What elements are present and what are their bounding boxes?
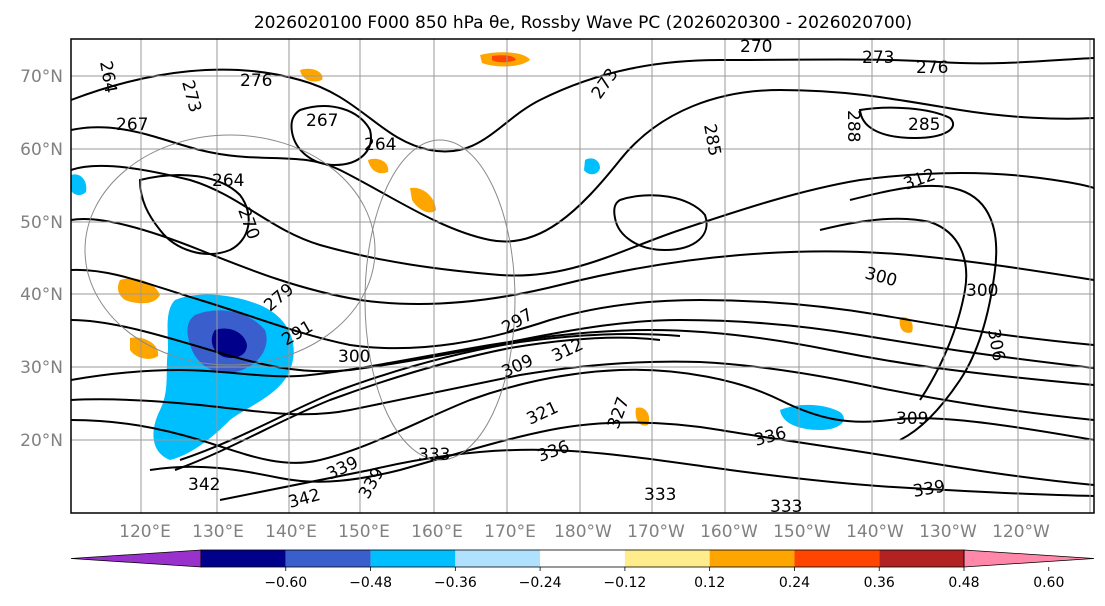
colorbar-segment <box>879 550 964 567</box>
colorbar-label: 0.24 <box>779 575 810 591</box>
contour-label: 267 <box>116 115 148 135</box>
positive-anomaly-bering <box>410 187 436 213</box>
longitude-label: 150°W <box>773 522 831 542</box>
colorbar-label: −0.48 <box>349 575 392 591</box>
colorbar-segment <box>794 550 880 567</box>
contour-label: 270 <box>740 37 772 57</box>
longitude-label: 140°W <box>846 522 904 542</box>
negative-anomaly-west <box>71 174 87 196</box>
contour-label: 276 <box>240 71 272 91</box>
colorbar-extend-high <box>963 549 1095 568</box>
lat-lon-grid <box>71 39 1094 513</box>
colorbar: −0.60 −0.48 −0.36 −0.24 −0.12 0.12 0.24 0.36 0.4… <box>70 549 1095 591</box>
negative-anomaly-gulf <box>584 158 600 175</box>
latitude-label: 20°N <box>20 431 63 451</box>
contour-label: 273 <box>862 48 894 68</box>
longitude-label: 170°W <box>627 522 685 542</box>
contour-label: 300 <box>338 347 370 367</box>
contour-label: 309 <box>896 409 928 429</box>
contour-label: 333 <box>644 485 676 505</box>
longitude-label: 150°E <box>338 522 390 542</box>
colorbar-segment <box>370 550 456 567</box>
positive-anomaly-okhotsk <box>368 158 389 174</box>
latitude-label: 40°N <box>20 285 63 305</box>
anomaly-shading <box>71 52 913 460</box>
map-frame <box>70 38 1095 514</box>
map-title: 2026020100 F000 850 hPa θe, Rossby Wave … <box>254 13 912 33</box>
contour-label: 285 <box>908 115 940 135</box>
region-outlines <box>84 134 516 461</box>
longitude-label: 160°E <box>411 522 463 542</box>
positive-anomaly-north-core <box>492 55 516 63</box>
longitude-label: 120°W <box>992 522 1050 542</box>
latitude-label: 70°N <box>20 67 63 87</box>
positive-anomaly-siberia <box>300 68 323 82</box>
colorbar-label: 0.60 <box>1033 575 1064 591</box>
colorbar-segment <box>709 550 795 567</box>
colorbar-label: 0.36 <box>864 575 895 591</box>
latitude-labels: 70°N 60°N 50°N 40°N 30°N 20°N <box>20 67 63 451</box>
longitude-label: 160°W <box>700 522 758 542</box>
latitude-label: 30°N <box>20 358 63 378</box>
longitude-label: 170°E <box>484 522 536 542</box>
colorbar-label: −0.60 <box>264 575 307 591</box>
longitude-label: 130°W <box>919 522 977 542</box>
colorbar-segment <box>624 550 710 567</box>
contour-label: 264 <box>212 171 244 191</box>
colorbar-segment <box>455 550 541 567</box>
contour-label: 342 <box>188 475 220 495</box>
map-panel: 264 273 276 267 267 264 264 270 270 273 … <box>70 37 1095 517</box>
longitude-labels: 120°E 130°E 140°E 150°E 160°E 170°E 180°… <box>119 522 1050 542</box>
colorbar-label: 0.12 <box>694 575 725 591</box>
longitude-label: 180°W <box>554 522 612 542</box>
colorbar-label: −0.36 <box>434 575 477 591</box>
negative-anomaly-east-asia-inner <box>211 328 247 358</box>
contour-label: 333 <box>770 497 802 517</box>
colorbar-outline <box>200 549 965 568</box>
latitude-label: 60°N <box>20 140 63 160</box>
negative-anomaly-pacific-east <box>780 404 844 430</box>
theta-e-contours <box>70 57 1095 501</box>
colorbar-extend-low <box>70 549 202 568</box>
longitude-label: 120°E <box>119 522 171 542</box>
colorbar-label: 0.48 <box>948 575 979 591</box>
colorbar-segment <box>201 550 286 567</box>
latitude-label: 50°N <box>20 213 63 233</box>
colorbar-label: −0.12 <box>603 575 646 591</box>
contour-label: 333 <box>418 445 450 465</box>
longitude-label: 140°E <box>265 522 317 542</box>
positive-anomaly-china <box>130 337 159 359</box>
positive-anomaly-central <box>635 407 650 426</box>
longitude-label: 130°E <box>192 522 244 542</box>
contour-label: 276 <box>916 58 948 78</box>
colorbar-segment <box>285 550 371 567</box>
contour-label: 267 <box>306 111 338 131</box>
contour-label: 288 <box>843 110 863 142</box>
colorbar-segment <box>540 550 625 567</box>
contour-label: 264 <box>364 135 396 155</box>
positive-anomaly-east <box>899 317 913 333</box>
contour-label: 300 <box>966 281 998 301</box>
colorbar-label: −0.24 <box>519 575 562 591</box>
